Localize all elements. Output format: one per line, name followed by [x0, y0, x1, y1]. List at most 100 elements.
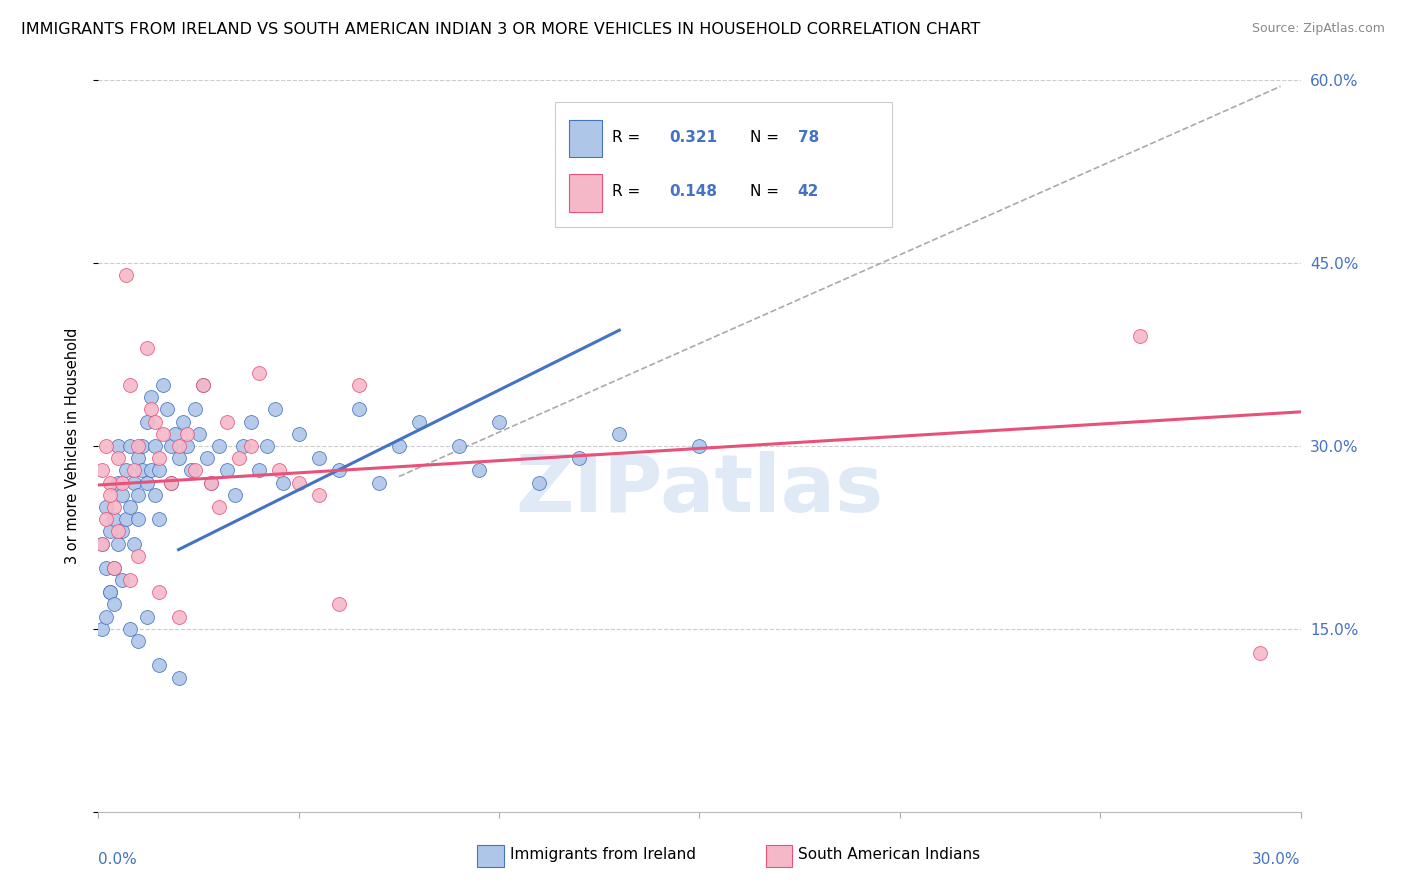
Point: [115, 268, 138, 283]
Point: [128, 512, 150, 526]
Point: [148, 451, 170, 466]
Point: [159, 439, 181, 453]
Point: [111, 488, 134, 502]
Point: [143, 439, 166, 453]
Point: [468, 463, 491, 477]
Point: [408, 415, 430, 429]
Point: [100, 488, 122, 502]
Point: [155, 402, 177, 417]
Point: [100, 585, 122, 599]
Point: [267, 463, 290, 477]
Point: [107, 475, 129, 490]
Point: [135, 475, 157, 490]
Point: [103, 500, 125, 514]
Point: [328, 598, 350, 612]
Point: [96, 561, 118, 575]
Point: [143, 488, 166, 502]
Point: [111, 524, 134, 539]
Point: [488, 415, 510, 429]
Bar: [477, 845, 503, 867]
Point: [143, 415, 166, 429]
Point: [107, 439, 129, 453]
Point: [308, 451, 330, 466]
Point: [100, 475, 122, 490]
Point: [115, 463, 138, 477]
Point: [167, 439, 190, 453]
Point: [100, 524, 122, 539]
Point: [96, 512, 118, 526]
Point: [131, 439, 153, 453]
Point: [232, 439, 254, 453]
Point: [208, 439, 231, 453]
Point: [139, 402, 162, 417]
Point: [328, 463, 350, 477]
Point: [131, 463, 153, 477]
Point: [120, 500, 142, 514]
Point: [224, 488, 246, 502]
Point: [172, 415, 194, 429]
Point: [152, 378, 174, 392]
Point: [167, 451, 190, 466]
Point: [195, 451, 218, 466]
Point: [148, 512, 170, 526]
Point: [176, 426, 198, 441]
Point: [124, 463, 146, 477]
Point: [91, 463, 114, 477]
Point: [148, 658, 170, 673]
Point: [200, 475, 222, 490]
Point: [135, 609, 157, 624]
Point: [96, 500, 118, 514]
Point: [91, 536, 114, 550]
Point: [529, 475, 551, 490]
Point: [135, 415, 157, 429]
Point: [115, 512, 138, 526]
Point: [100, 585, 122, 599]
Point: [107, 524, 129, 539]
Text: 0.0%: 0.0%: [98, 852, 138, 867]
Point: [208, 500, 231, 514]
Point: [176, 439, 198, 453]
Point: [167, 609, 190, 624]
Point: [120, 622, 142, 636]
Point: [103, 598, 125, 612]
Point: [191, 378, 214, 392]
Point: [183, 402, 205, 417]
Point: [120, 378, 142, 392]
Point: [239, 415, 262, 429]
Point: [347, 378, 370, 392]
Point: [187, 426, 209, 441]
Point: [103, 561, 125, 575]
Point: [135, 342, 157, 356]
Point: [103, 512, 125, 526]
Point: [167, 671, 190, 685]
Point: [368, 475, 391, 490]
Point: [256, 439, 278, 453]
Point: [159, 475, 181, 490]
Point: [107, 536, 129, 550]
Point: [183, 463, 205, 477]
Bar: [766, 845, 792, 867]
Point: [96, 439, 118, 453]
Point: [91, 622, 114, 636]
Point: [148, 585, 170, 599]
Text: Source: ZipAtlas.com: Source: ZipAtlas.com: [1251, 22, 1385, 36]
Point: [128, 488, 150, 502]
Point: [124, 536, 146, 550]
Point: [215, 463, 238, 477]
Point: [139, 390, 162, 404]
Point: [163, 426, 186, 441]
Point: [247, 366, 270, 380]
Point: [128, 634, 150, 648]
Point: [111, 475, 134, 490]
Point: [120, 573, 142, 587]
Point: [124, 475, 146, 490]
Point: [347, 402, 370, 417]
Point: [388, 439, 411, 453]
Y-axis label: 3 or more Vehicles in Household: 3 or more Vehicles in Household: [65, 328, 80, 564]
Point: [689, 439, 711, 453]
Point: [568, 451, 591, 466]
Point: [1250, 646, 1272, 660]
Text: Immigrants from Ireland: Immigrants from Ireland: [509, 847, 696, 862]
Point: [191, 378, 214, 392]
Text: ZIPatlas: ZIPatlas: [516, 450, 883, 529]
